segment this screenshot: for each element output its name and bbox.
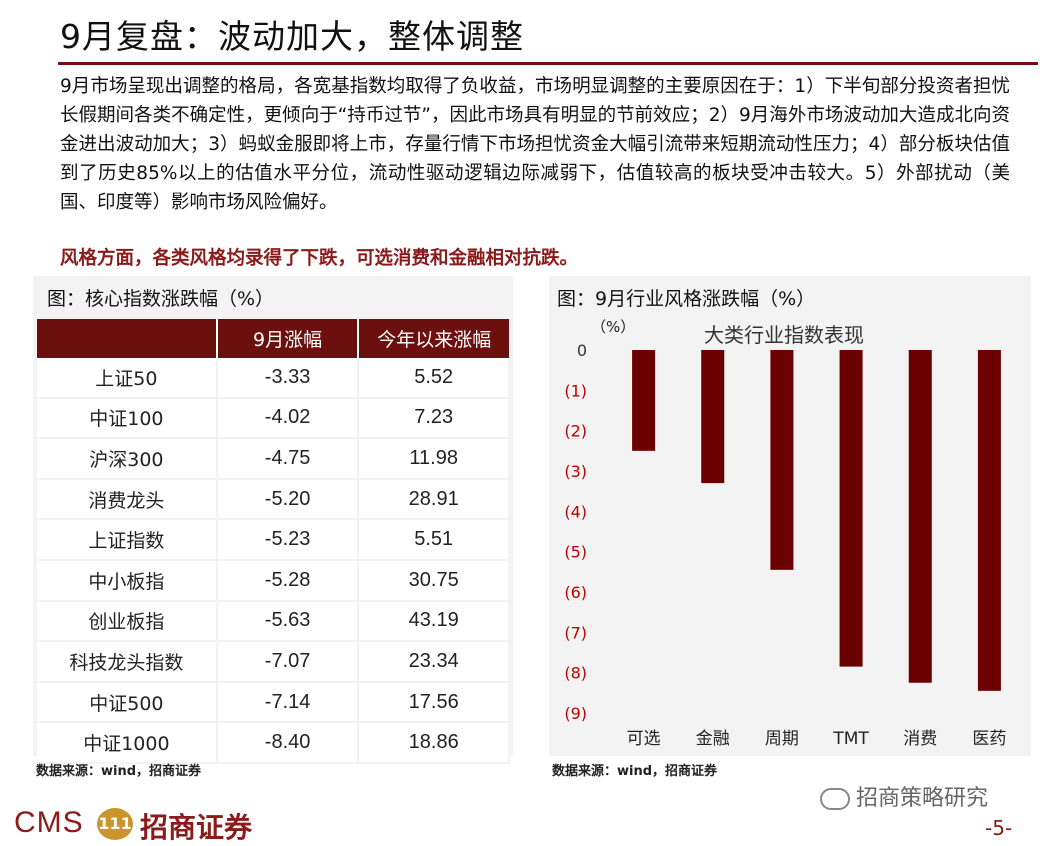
table-row: 创业板指 -5.63 43.19 <box>37 600 510 643</box>
logo-badge: 111 <box>97 808 133 840</box>
wechat-name: 招商策略研究 <box>856 786 989 811</box>
table-header-row: 9月涨幅 今年以来涨幅 <box>37 319 509 358</box>
x-tick-label: 金融 <box>696 729 730 749</box>
index-table-panel: 图：核心指数涨跌幅（%） 9月涨幅 今年以来涨幅 上证50 -3.33 5.52 中证1… <box>33 276 513 764</box>
ytd-change-cell: 23.34 <box>358 641 510 683</box>
index-name-cell: 消费龙头 <box>37 478 218 521</box>
y-tick-label: (7) <box>564 623 587 642</box>
sept-change-cell: -4.02 <box>216 397 360 440</box>
table-row: 消费龙头 -5.20 28.91 <box>37 478 510 521</box>
chart-inner-title: 大类行业指数表现 <box>704 323 864 347</box>
page-number: -5- <box>985 816 1013 840</box>
index-name-cell: 中证500 <box>37 681 218 724</box>
y-tick-label: (3) <box>564 462 587 481</box>
x-tick-label: 消费 <box>903 729 937 749</box>
bar-0 <box>632 350 656 451</box>
column-header: 今年以来涨幅 <box>358 319 509 358</box>
table-row: 上证指数 -5.23 5.51 <box>37 519 510 561</box>
sept-change-cell: -5.20 <box>216 478 360 521</box>
y-tick-label: 0 <box>577 341 587 360</box>
table-row: 中证100 -4.02 7.23 <box>37 397 510 440</box>
analysis-paragraph: 9月市场呈现出调整的格局，各宽基指数均取得了负收益，市场明显调整的主要原因在于：… <box>60 76 1010 213</box>
table-row: 沪深300 -4.75 11.98 <box>37 438 510 480</box>
y-tick-label: (9) <box>564 704 587 723</box>
bar-4 <box>908 350 932 683</box>
style-summary: 风格方面，各类风格均录得了下跌，可选消费和金融相对抗跌。 <box>60 248 579 269</box>
ytd-change-cell: 17.56 <box>358 681 510 724</box>
index-name-cell: 中小板指 <box>37 559 218 602</box>
bar-5 <box>977 350 1001 691</box>
index-name-cell: 上证指数 <box>37 519 218 561</box>
sept-change-cell: -7.07 <box>216 641 360 683</box>
table-row: 中小板指 -5.28 30.75 <box>37 559 510 602</box>
company-name: 招商证券 <box>140 811 253 844</box>
y-tick-label: (6) <box>564 583 587 602</box>
table-row: 中证1000 -8.40 18.86 <box>37 722 510 764</box>
bar-3 <box>839 350 863 667</box>
wechat-icon <box>820 788 850 810</box>
y-tick-label: (1) <box>564 381 587 400</box>
table-row: 上证50 -3.33 5.52 <box>37 358 510 399</box>
y-tick-label: (8) <box>564 664 587 683</box>
x-tick-label: TMT <box>832 729 869 749</box>
sept-change-cell: -3.33 <box>216 358 360 399</box>
ytd-change-cell: 7.23 <box>358 397 510 440</box>
index-table: 9月涨幅 今年以来涨幅 上证50 -3.33 5.52 中证100 -4.02 7.23 沪深… <box>37 319 510 764</box>
x-tick-label: 医药 <box>972 729 1006 749</box>
index-name-cell: 沪深300 <box>37 438 218 480</box>
wechat-account: 招商策略研究 <box>820 780 988 812</box>
y-tick-label: (5) <box>564 543 587 562</box>
industry-chart-title: 图：9月行业风格涨跌幅（%） <box>557 288 816 310</box>
sept-change-cell: -7.14 <box>216 681 360 724</box>
industry-chart-panel: 图：9月行业风格涨跌幅（%） （%） 大类行业指数表现 0 (1) (2) (3) (4) (… <box>549 276 1031 756</box>
ytd-change-cell: 5.52 <box>358 358 510 399</box>
page-title: 9月复盘：波动加大，整体调整 <box>60 17 524 56</box>
table-body: 上证50 -3.33 5.52 中证100 -4.02 7.23 沪深300 -4.75 11.… <box>37 358 510 764</box>
bar-2 <box>770 350 794 570</box>
sept-change-cell: -8.40 <box>216 722 360 764</box>
right-source-note: 数据来源：wind，招商证券 <box>552 764 718 779</box>
x-tick-label: 可选 <box>627 729 661 749</box>
sept-change-cell: -4.75 <box>216 438 360 480</box>
index-name-cell: 上证50 <box>37 358 218 399</box>
column-header: 9月涨幅 <box>216 319 360 358</box>
index-name-cell: 创业板指 <box>37 600 218 643</box>
y-tick-label: (2) <box>564 422 587 441</box>
index-name-cell: 科技龙头指数 <box>37 641 218 683</box>
sept-change-cell: -5.63 <box>216 600 360 643</box>
x-tick-label: 周期 <box>765 729 799 749</box>
cms-logo: CMS <box>14 806 84 839</box>
ytd-change-cell: 28.91 <box>358 478 510 521</box>
index-name-cell: 中证1000 <box>37 722 218 764</box>
ytd-change-cell: 43.19 <box>358 600 510 643</box>
title-divider <box>58 62 1038 65</box>
table-row: 中证500 -7.14 17.56 <box>37 681 510 724</box>
ytd-change-cell: 5.51 <box>358 519 510 561</box>
sept-change-cell: -5.28 <box>216 559 360 602</box>
index-name-cell: 中证100 <box>37 397 218 440</box>
ytd-change-cell: 30.75 <box>358 559 510 602</box>
sept-change-cell: -5.23 <box>216 519 360 561</box>
bar-1 <box>701 350 725 484</box>
table-row: 科技龙头指数 -7.07 23.34 <box>37 641 510 683</box>
index-table-title: 图：核心指数涨跌幅（%） <box>47 288 275 310</box>
left-source-note: 数据来源：wind，招商证券 <box>36 764 202 779</box>
ytd-change-cell: 18.86 <box>358 722 510 764</box>
y-axis-unit: （%） <box>591 318 635 336</box>
column-header <box>37 319 218 358</box>
y-tick-label: (4) <box>564 502 587 521</box>
industry-bar-chart: （%） 大类行业指数表现 0 (1) (2) (3) (4) (5) (6) (7) (8) (9) 可… <box>564 318 1006 749</box>
ytd-change-cell: 11.98 <box>358 438 510 480</box>
